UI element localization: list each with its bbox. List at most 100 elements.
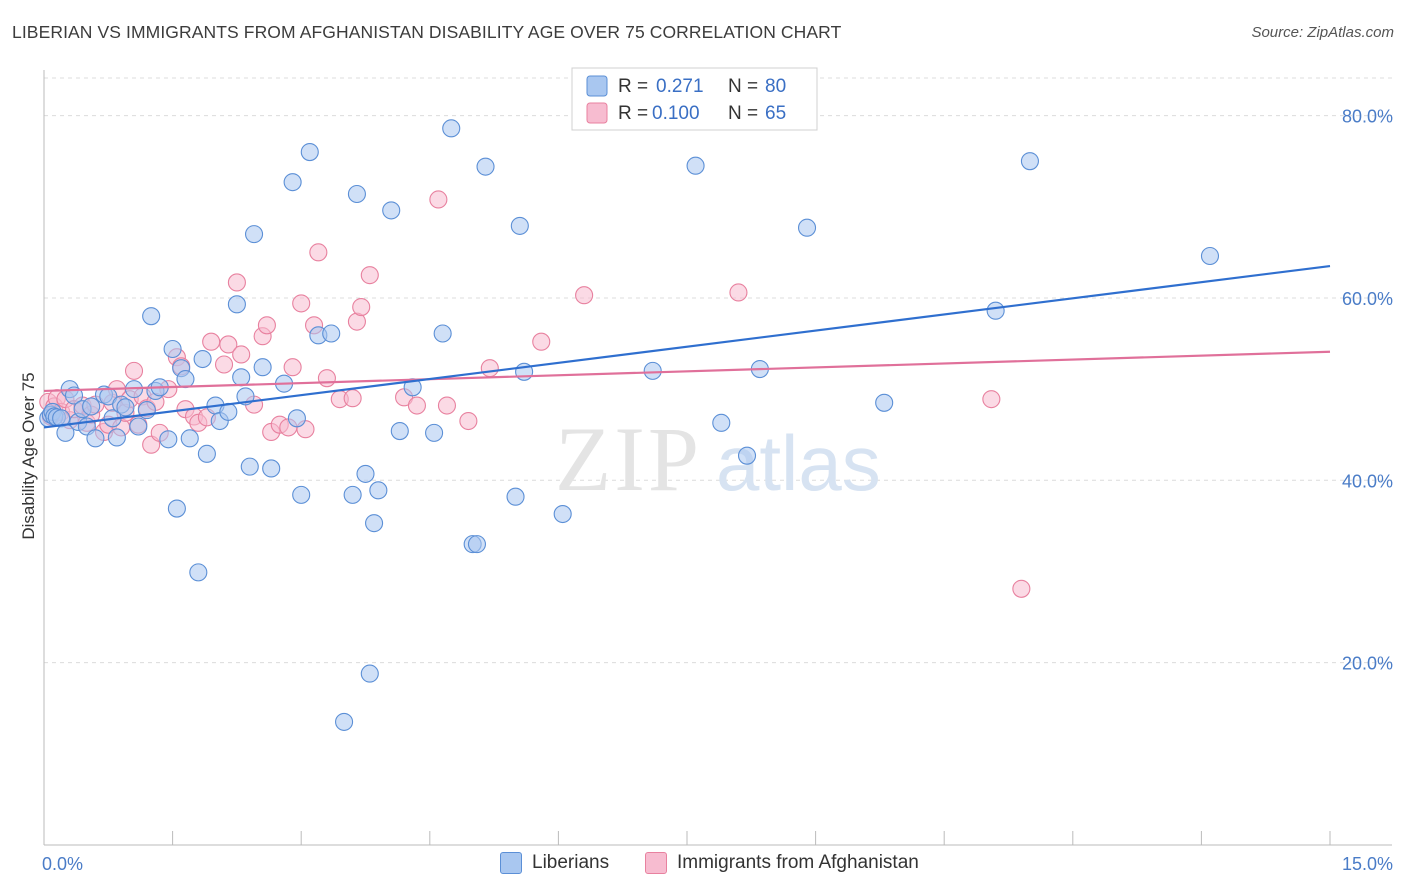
- afghanistan-point-62: [575, 286, 594, 305]
- liberians-point-42: [244, 225, 264, 244]
- liberians-point-21: [129, 417, 148, 436]
- liberians-point-23: [142, 307, 161, 326]
- liberians-point-64: [442, 119, 461, 138]
- afghanistan-point-37: [232, 345, 251, 364]
- liberians-point-47: [287, 409, 306, 428]
- source-label: Source: ZipAtlas.com: [1251, 24, 1394, 41]
- afghanistan-point-57: [429, 190, 448, 209]
- afghanistan-point-40: [257, 316, 276, 335]
- liberians-point-62: [425, 423, 444, 442]
- afghanistan-point-53: [352, 298, 371, 317]
- afghanistan-point-48: [309, 243, 328, 262]
- liberians-point-72: [643, 361, 662, 380]
- liberians-point-60: [390, 422, 409, 441]
- legend-swatch-afghanistan: [586, 102, 608, 124]
- y-tick-label-40: 40.0%: [1342, 471, 1393, 491]
- liberians-point-68: [506, 487, 525, 506]
- liberians-point-19: [116, 398, 135, 417]
- trend-lines: [43, 264, 1331, 429]
- afghanistan-point-36: [227, 273, 246, 292]
- legend-stats: R = 0.271 N = 80 R = 0.100 N = 65: [571, 67, 818, 131]
- y-tick-label-60: 60.0%: [1342, 289, 1393, 309]
- legend-r-value-1: 0.271: [656, 76, 704, 97]
- liberians-point-74: [712, 413, 731, 432]
- liberians-point-78: [875, 393, 894, 412]
- liberians-point-75: [737, 446, 757, 465]
- watermark-atlas: atlas: [716, 419, 881, 507]
- liberians-point-13: [86, 429, 105, 448]
- liberians-point-51: [322, 324, 341, 343]
- liberians-point-73: [686, 156, 705, 175]
- legend-n-value-2: 65: [765, 103, 786, 124]
- legend-r-value-2: 0.100: [652, 103, 700, 124]
- legend-n-label-2: N =: [728, 103, 758, 124]
- liberians-point-56: [360, 664, 379, 683]
- liberians-point-27: [163, 339, 182, 359]
- y-tick-label-80: 80.0%: [1342, 107, 1393, 127]
- legend-n-label-1: N =: [728, 76, 758, 97]
- watermark: ZIP atlas: [555, 408, 881, 510]
- y-tick-label-20: 20.0%: [1342, 654, 1393, 674]
- liberians-point-57: [365, 514, 384, 533]
- afghanistan-point-63: [729, 283, 748, 302]
- y-tick-labels: 20.0% 40.0% 60.0% 80.0%: [1342, 107, 1393, 674]
- liberians-point-12: [82, 397, 101, 416]
- afghanistan-point-34: [214, 355, 234, 374]
- x-tick-label-1: 15.0%: [1342, 854, 1393, 874]
- liberians-point-67: [476, 157, 495, 176]
- liberians-point-49: [300, 143, 319, 162]
- liberians-point-71: [553, 504, 572, 524]
- afghanistan-point-64: [982, 390, 1001, 409]
- liberians-point-80: [1020, 152, 1039, 171]
- liberians-point-26: [159, 430, 178, 449]
- liberians-point-59: [382, 201, 401, 220]
- trend-line-liberians: [43, 264, 1331, 429]
- liberians-point-44: [262, 459, 281, 478]
- afghanistan-point-44: [283, 358, 302, 377]
- liberians-point-48: [292, 485, 311, 504]
- afghanistan-point-61: [532, 332, 551, 351]
- liberians-point-38: [227, 295, 246, 314]
- axes: [43, 70, 1392, 846]
- liberians-point-32: [189, 563, 208, 582]
- afghanistan-point-45: [292, 294, 311, 313]
- legend-bottom: Liberians Immigrants from Afghanistan: [0, 850, 1406, 880]
- legend-r-label-1: R =: [618, 76, 648, 97]
- afghanistan-point-54: [360, 266, 379, 285]
- legend-item-afghanistan[interactable]: Immigrants from Afghanistan: [645, 852, 919, 874]
- afghanistan-point-60: [480, 359, 499, 378]
- trend-line-afghanistan: [43, 350, 1331, 393]
- afghanistan-point-58: [437, 396, 456, 415]
- liberians-point-39: [232, 368, 251, 387]
- legend-label-liberians: Liberians: [532, 852, 610, 873]
- liberians-point-79: [986, 301, 1005, 320]
- liberians-point-58: [369, 481, 388, 500]
- x-tick-label-0: 0.0%: [42, 854, 83, 874]
- legend-item-liberians[interactable]: Liberians: [500, 852, 609, 874]
- legend-swatch-liberians-bottom: [500, 852, 522, 874]
- liberians-point-77: [797, 218, 817, 237]
- liberians-point-66: [467, 535, 487, 554]
- liberians-point-54: [347, 184, 366, 204]
- watermark-zip: ZIP: [555, 408, 702, 510]
- liberians-point-55: [356, 464, 375, 483]
- legend-swatch-afghanistan-bottom: [645, 852, 667, 874]
- liberians-point-52: [335, 712, 354, 731]
- afghanistan-point-65: [1012, 579, 1031, 598]
- afghanistan-point-56: [407, 396, 426, 415]
- afghanistan-point-33: [202, 332, 221, 351]
- legend-r-label-2: R =: [618, 103, 648, 124]
- liberians-point-63: [433, 324, 452, 343]
- legend-label-afghanistan: Immigrants from Afghanistan: [677, 852, 919, 873]
- liberians-point-30: [176, 370, 195, 389]
- x-tick-labels: 0.0% 15.0%: [42, 854, 1393, 874]
- legend-swatch-liberians: [586, 75, 608, 97]
- liberians-point-33: [193, 349, 212, 369]
- liberians-point-46: [283, 173, 302, 192]
- liberians-point-31: [180, 429, 199, 448]
- series-afghanistan-points: [39, 190, 1031, 598]
- liberians-point-28: [167, 499, 186, 518]
- liberians-point-43: [253, 358, 272, 377]
- afghanistan-point-19: [124, 361, 144, 380]
- liberians-point-53: [343, 485, 362, 504]
